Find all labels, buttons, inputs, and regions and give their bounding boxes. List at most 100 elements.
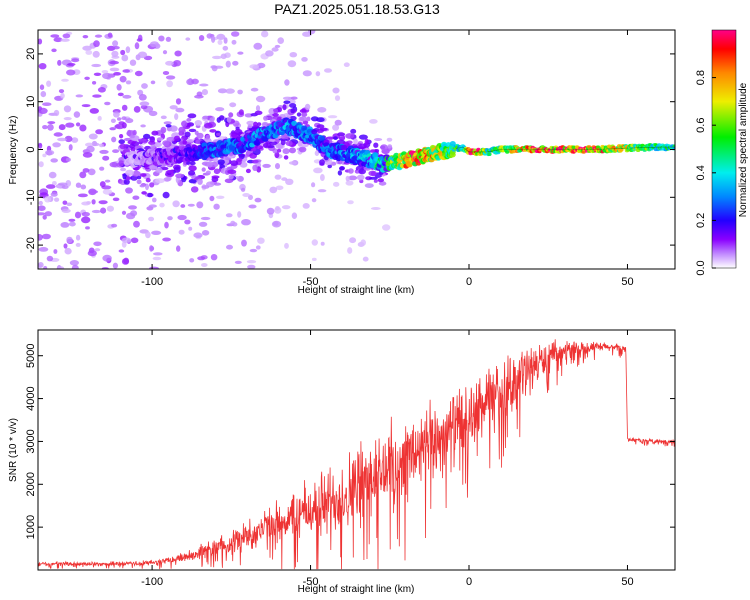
heatmap-spread-cell — [298, 146, 307, 153]
heatmap-noise-cell — [64, 247, 72, 255]
heatmap-spread-cell — [304, 103, 311, 110]
heatmap-noise-cell — [41, 233, 51, 240]
heatmap-noise-cell — [97, 115, 102, 121]
heatmap-noise-cell — [95, 129, 103, 135]
heatmap-noise-cell — [57, 182, 68, 186]
heatmap-spread-cell — [216, 117, 221, 123]
heatmap-spread-cell — [204, 139, 212, 143]
heatmap-noise-cell — [92, 142, 100, 147]
heatmap-noise-cell — [129, 59, 137, 66]
heatmap-noise-cell — [180, 204, 186, 208]
heatmap-noise-cell — [302, 31, 312, 37]
heatmap-spread-cell — [282, 148, 290, 155]
heatmap-spread-cell — [209, 129, 217, 133]
heatmap-noise-cell — [174, 113, 179, 120]
heatmap-spread-cell — [166, 136, 175, 142]
heatmap-spread-cell — [373, 142, 379, 148]
heatmap-noise-cell — [64, 135, 73, 143]
heatmap-noise-cell — [153, 252, 163, 256]
heatmap-noise-cell — [87, 250, 97, 257]
spectrogram-y-label: Frequency (Hz) — [8, 116, 19, 185]
heatmap-noise-cell — [159, 202, 165, 208]
heatmap-spread-cell — [353, 138, 358, 145]
heatmap-noise-cell — [209, 195, 215, 202]
heatmap-noise-cell — [188, 78, 193, 85]
heatmap-spread-cell — [186, 118, 192, 122]
heatmap-noise-cell — [42, 125, 48, 130]
heatmap-ridge-core — [456, 146, 675, 153]
heatmap-noise-cell — [63, 117, 72, 121]
heatmap-spread-cell — [337, 132, 346, 137]
heatmap-noise-cell — [113, 111, 120, 118]
heatmap-noise-cell — [102, 254, 112, 262]
heatmap-noise-cell — [75, 242, 81, 247]
heatmap-noise-cell — [79, 124, 87, 132]
heatmap-spread-cell — [257, 122, 262, 126]
heatmap-noise-cell — [82, 35, 89, 39]
heatmap-spread-cell — [269, 139, 276, 142]
heatmap-noise-cell — [48, 171, 57, 179]
snr-y-tick-label: 3000 — [25, 429, 37, 453]
heatmap-spread-cell — [251, 159, 259, 164]
heatmap-spread-cell — [160, 115, 167, 120]
heatmap-noise-cell — [175, 107, 185, 113]
snr-x-tick-label: -50 — [303, 576, 319, 588]
heatmap-noise-cell — [45, 184, 56, 189]
heatmap-noise-cell — [38, 247, 49, 252]
heatmap-noise-cell — [133, 106, 141, 113]
heatmap-noise-cell — [88, 133, 98, 140]
heatmap-noise-cell — [61, 185, 69, 190]
heatmap-spread-cell — [377, 178, 384, 183]
heatmap-noise-cell — [333, 181, 340, 187]
heatmap-noise-cell — [44, 196, 52, 203]
heatmap-noise-cell — [47, 124, 54, 131]
heatmap-noise-cell — [100, 207, 107, 214]
heatmap-noise-cell — [213, 182, 222, 186]
heatmap-noise-cell — [71, 137, 79, 143]
heatmap-spread-cell — [356, 174, 365, 181]
heatmap-spread-cell — [350, 128, 357, 134]
heatmap-spread-cell — [368, 170, 377, 176]
heatmap-noise-cell — [362, 256, 369, 262]
heatmap-spread-cell — [182, 139, 187, 145]
heatmap-noise-cell — [232, 60, 239, 66]
heatmap-spread-cell — [137, 175, 142, 180]
heatmap-spread-cell — [272, 113, 279, 117]
heatmap-noise-cell — [175, 98, 182, 105]
heatmap-noise-cell — [382, 224, 391, 231]
heatmap-noise-cell — [54, 197, 60, 202]
heatmap-noise-cell — [47, 121, 56, 125]
heatmap-noise-cell — [187, 203, 195, 207]
heatmap-noise-cell — [302, 203, 310, 209]
heatmap-spread-cell — [178, 141, 184, 145]
heatmap-noise-cell — [104, 179, 111, 183]
heatmap-noise-cell — [184, 219, 191, 225]
heatmap-noise-cell — [39, 84, 45, 90]
heatmap-noise-cell — [152, 256, 162, 261]
heatmap-noise-cell — [165, 60, 174, 66]
heatmap-spread-cell — [181, 120, 188, 128]
heatmap-spread-cell — [319, 159, 325, 166]
heatmap-noise-cell — [237, 51, 244, 55]
heatmap-noise-cell — [53, 109, 60, 117]
heatmap-noise-cell — [136, 38, 143, 42]
spectrogram-y-ticks: -20 -10 0 10 20 — [25, 48, 675, 253]
heatmap-noise-cell — [91, 209, 101, 214]
heatmap-noise-cell — [121, 116, 127, 121]
heatmap-noise-cell — [162, 50, 168, 55]
heatmap-spread-cell — [374, 138, 383, 141]
snr-x-tick-label: 50 — [621, 576, 633, 588]
heatmap-noise-cell — [85, 142, 94, 147]
heatmap-noise-cell — [257, 237, 265, 244]
colorbar-tick-label: 0.0 — [695, 260, 707, 275]
heatmap-noise-cell — [62, 200, 68, 205]
heatmap-spread-cell — [189, 161, 196, 166]
heatmap-noise-cell — [60, 222, 70, 228]
heatmap-noise-cell — [107, 32, 113, 38]
heatmap-ridge-cell — [311, 129, 318, 135]
heatmap-noise-cell — [246, 120, 255, 126]
heatmap-spread-cell — [224, 178, 234, 184]
heatmap-noise-cell — [271, 47, 279, 52]
heatmap-spread-cell — [299, 116, 308, 122]
heatmap-noise-cell — [311, 182, 316, 188]
